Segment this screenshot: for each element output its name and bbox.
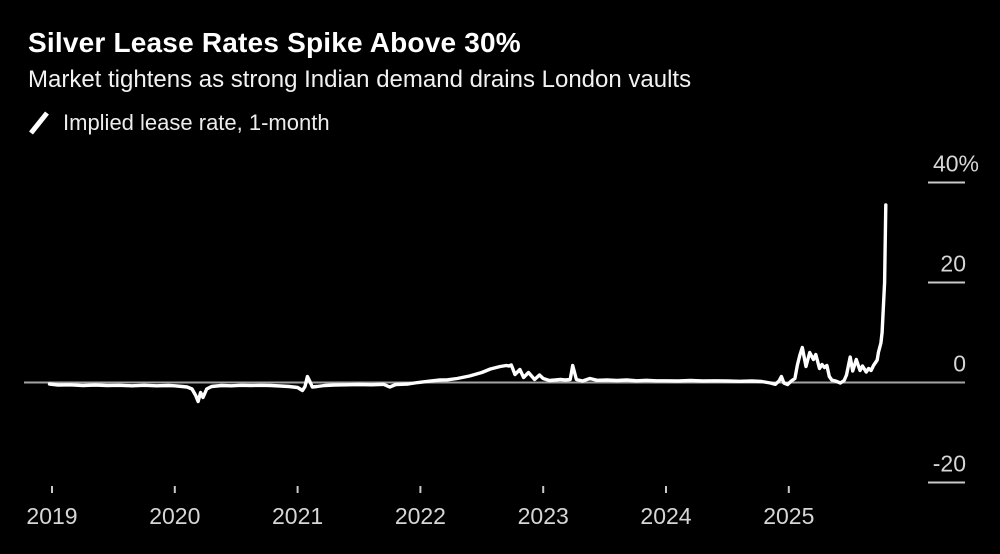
x-tick-label: 2022	[395, 503, 446, 529]
x-axis: 2019 2020 2021 2022 2023 2024 2025	[26, 486, 814, 529]
x-tick-label: 2020	[149, 503, 200, 529]
x-tick-label: 2024	[640, 503, 691, 529]
chart-header: Silver Lease Rates Spike Above 30% Marke…	[28, 26, 691, 137]
y-tick-label: 20	[940, 251, 966, 277]
line-series-icon	[29, 111, 49, 135]
chart-subtitle: Market tightens as strong Indian demand …	[28, 65, 692, 93]
x-tick-label: 2021	[272, 503, 323, 529]
chart-title: Silver Lease Rates Spike Above 30%	[28, 27, 521, 58]
y-tick-label: 40%	[933, 151, 979, 177]
series-line	[47, 203, 888, 404]
y-tick-label: 0	[953, 351, 966, 377]
y-tick-label: -20	[933, 451, 966, 477]
legend: Implied lease rate, 1-month	[28, 110, 691, 136]
legend-label: Implied lease rate, 1-month	[63, 110, 330, 136]
x-tick-label: 2025	[763, 503, 814, 529]
x-tick-label: 2023	[518, 503, 569, 529]
y-axis: 40% 20 0 -20	[24, 151, 979, 484]
x-tick-label: 2019	[26, 503, 77, 529]
